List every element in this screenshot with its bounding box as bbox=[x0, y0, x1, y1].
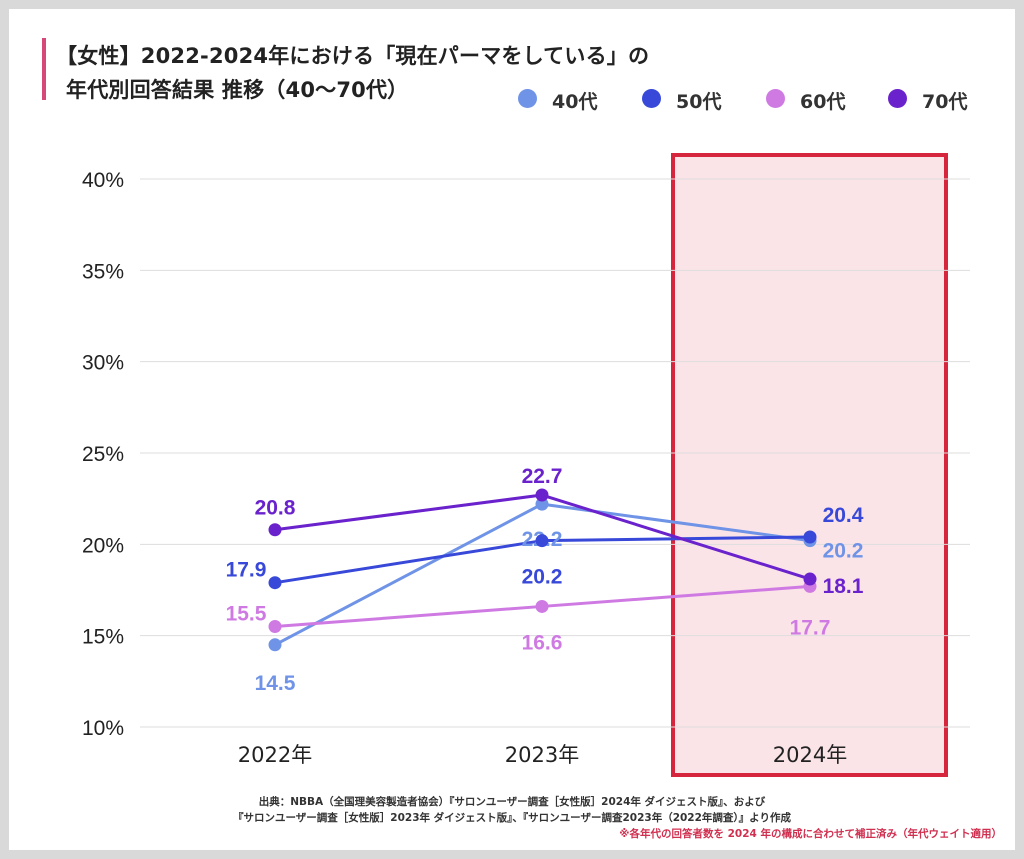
source-line-1: 出典：NBBA（全国理美容製造者協会）『サロンユーザー調査［女性版］2024年 … bbox=[258, 796, 766, 808]
data-label: 20.2 bbox=[823, 540, 864, 563]
data-point bbox=[535, 497, 549, 511]
y-tick-label: 40% bbox=[82, 169, 124, 192]
legend-marker-40s bbox=[518, 89, 537, 108]
data-label: 17.9 bbox=[226, 559, 267, 582]
legend-marker-60s bbox=[766, 89, 785, 108]
data-point bbox=[268, 638, 282, 652]
data-point bbox=[803, 572, 817, 586]
data-label: 18.1 bbox=[823, 575, 864, 598]
legend-marker-50s bbox=[642, 89, 661, 108]
data-point bbox=[268, 576, 282, 590]
data-point bbox=[535, 534, 549, 548]
data-label: 20.8 bbox=[255, 497, 296, 520]
data-label: 22.7 bbox=[522, 465, 563, 488]
data-label: 16.6 bbox=[522, 631, 563, 654]
data-point bbox=[535, 488, 549, 502]
legend-label-40s: 40代 bbox=[552, 91, 598, 113]
data-label: 20.2 bbox=[522, 566, 563, 589]
x-tick-label: 2023年 bbox=[505, 743, 579, 767]
chart-title-line-2: 年代別回答結果 推移（40～70代） bbox=[66, 78, 409, 102]
y-tick-label: 25% bbox=[82, 443, 124, 466]
y-tick-label: 35% bbox=[82, 260, 124, 283]
y-tick-label: 15% bbox=[82, 626, 124, 649]
chart-title-line-1: 【女性】2022-2024年における「現在パーマをしている」の bbox=[56, 44, 650, 68]
legend-label-70s: 70代 bbox=[922, 91, 968, 113]
data-label: 20.4 bbox=[823, 504, 864, 527]
y-tick-label: 30% bbox=[82, 352, 124, 375]
legend-label-60s: 60代 bbox=[800, 91, 846, 113]
data-point bbox=[268, 620, 282, 634]
highlight-box-2024 bbox=[671, 153, 948, 777]
legend-marker-70s bbox=[888, 89, 907, 108]
source-line-2: 『サロンユーザー調査［女性版］2023年 ダイジェスト版』、『サロンユーザー調査… bbox=[233, 812, 791, 824]
data-label: 14.5 bbox=[255, 672, 296, 695]
y-tick-label: 10% bbox=[82, 717, 124, 740]
legend-label-50s: 50代 bbox=[676, 91, 722, 113]
title-accent-bar bbox=[42, 38, 46, 100]
data-point bbox=[535, 599, 549, 613]
weighting-note: ※各年代の回答者数を 2024 年の構成に合わせて補正済み（年代ウェイト適用） bbox=[619, 828, 1002, 840]
y-tick-label: 20% bbox=[82, 534, 124, 557]
data-label: 15.5 bbox=[226, 603, 267, 626]
data-point bbox=[803, 530, 817, 544]
x-tick-label: 2024年 bbox=[773, 743, 847, 767]
data-point bbox=[268, 523, 282, 537]
data-label: 17.7 bbox=[790, 616, 831, 639]
x-tick-label: 2022年 bbox=[238, 743, 312, 767]
